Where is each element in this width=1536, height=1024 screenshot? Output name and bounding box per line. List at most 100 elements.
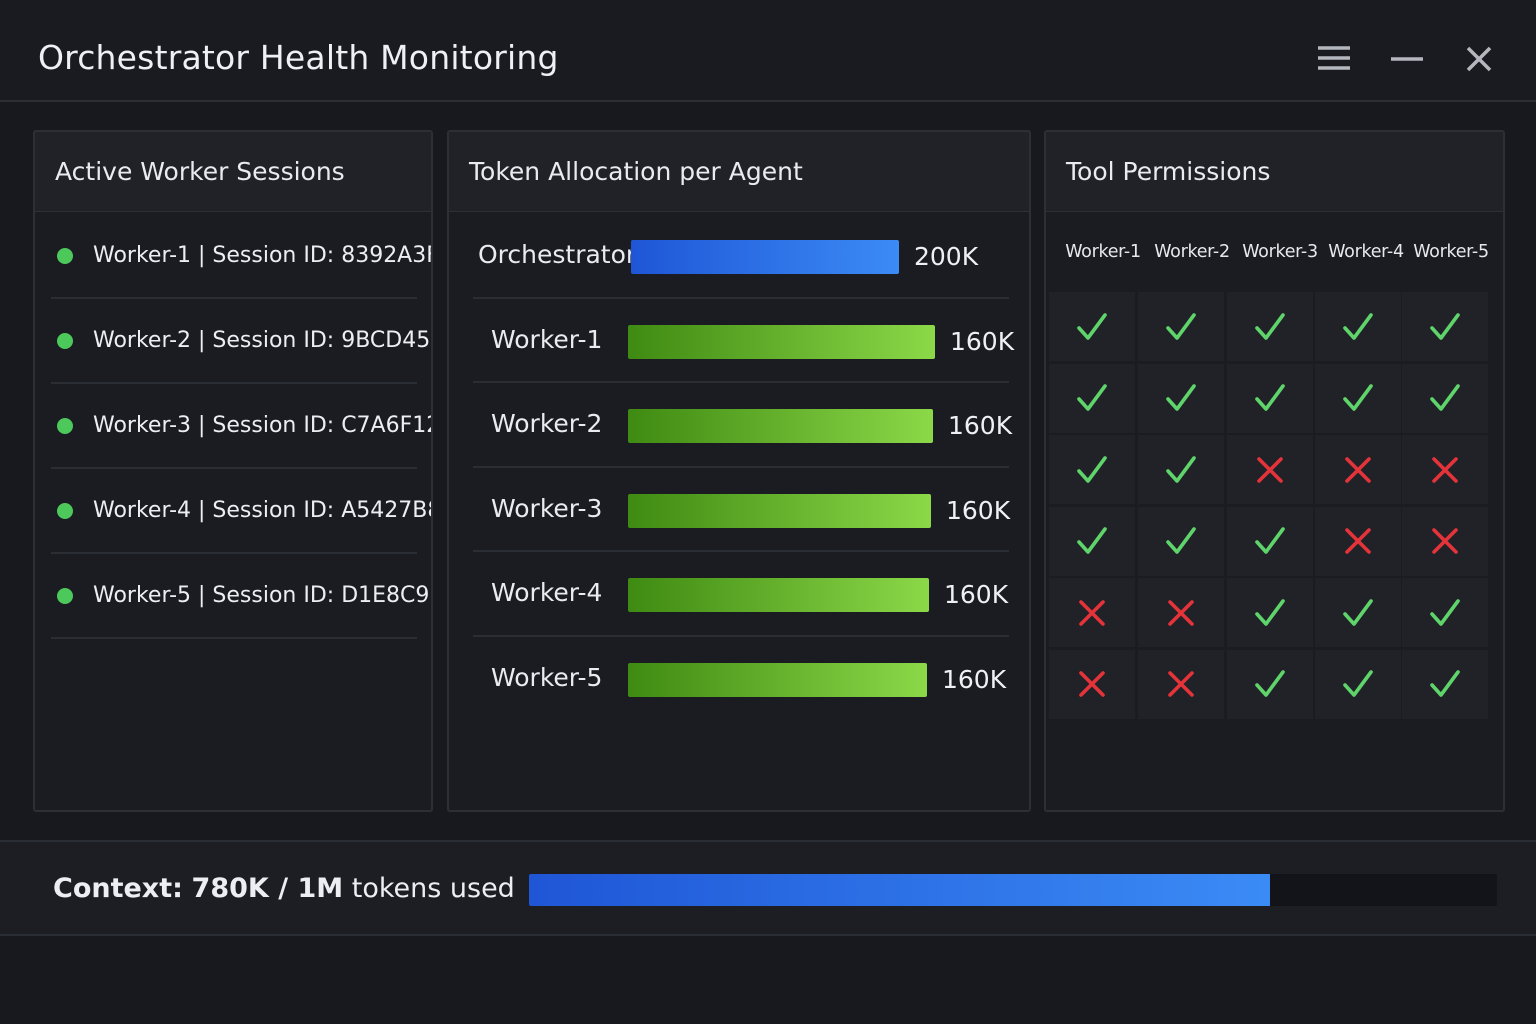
cross-icon bbox=[1079, 599, 1105, 626]
agent-name: Worker-1 bbox=[491, 324, 603, 354]
permission-cell[interactable] bbox=[1049, 435, 1135, 504]
permission-cell[interactable] bbox=[1315, 435, 1401, 504]
check-icon bbox=[1077, 455, 1107, 483]
tool-permissions-panel: Tool Permissions Worker-1 Worker-2 Worke… bbox=[1044, 130, 1505, 812]
permission-cell[interactable] bbox=[1049, 506, 1135, 576]
hamburger-menu-icon[interactable] bbox=[1312, 38, 1356, 82]
session-label: Worker-5 | Session ID: D1E8C9D bbox=[93, 583, 433, 608]
session-row[interactable]: Worker-1 | Session ID: 8392A3F bbox=[51, 214, 431, 299]
column-header: Worker-3 bbox=[1242, 242, 1318, 262]
permission-cell[interactable] bbox=[1138, 363, 1224, 433]
check-icon bbox=[1430, 670, 1460, 697]
token-list: Orchestrator 200K Worker-1 160K Worker-2… bbox=[473, 214, 1014, 722]
permission-cell[interactable] bbox=[1049, 649, 1135, 719]
token-value: 200K bbox=[914, 242, 979, 271]
context-progress-track bbox=[529, 874, 1497, 906]
session-row[interactable]: Worker-4 | Session ID: A5427B8 bbox=[51, 469, 431, 554]
token-bar bbox=[628, 578, 929, 612]
check-icon bbox=[1343, 312, 1373, 340]
token-value: 160K bbox=[942, 664, 1007, 694]
permission-cell[interactable] bbox=[1315, 506, 1401, 576]
permission-cell[interactable] bbox=[1402, 506, 1488, 576]
permissions-header: Worker-1 Worker-2 Worker-3 Worker-4 Work… bbox=[1046, 214, 1503, 292]
status-online-icon bbox=[57, 502, 73, 519]
context-used-value: 780K / 1M bbox=[191, 873, 344, 904]
agent-name: Worker-2 bbox=[491, 409, 603, 438]
close-icon[interactable] bbox=[1457, 38, 1501, 82]
permission-cell[interactable] bbox=[1227, 506, 1313, 576]
token-value: 160K bbox=[950, 326, 1015, 356]
sessions-panel-title: Active Worker Sessions bbox=[35, 132, 431, 212]
token-row: Worker-3 160K bbox=[473, 468, 1011, 552]
permission-cell[interactable] bbox=[1049, 578, 1135, 647]
check-icon bbox=[1255, 312, 1285, 340]
permission-cell[interactable] bbox=[1402, 578, 1488, 647]
check-icon bbox=[1077, 384, 1107, 411]
session-list: Worker-1 | Session ID: 8392A3F Worker-2 … bbox=[51, 214, 431, 639]
check-icon bbox=[1343, 598, 1373, 626]
title-bar: Orchestrator Health Monitoring bbox=[0, 0, 1536, 102]
permission-cell[interactable] bbox=[1138, 292, 1224, 361]
check-icon bbox=[1166, 527, 1196, 554]
permission-cell[interactable] bbox=[1402, 435, 1488, 504]
session-row[interactable]: Worker-3 | Session ID: C7A6F12 bbox=[51, 384, 431, 469]
check-icon bbox=[1255, 598, 1285, 626]
permission-cell[interactable] bbox=[1138, 435, 1224, 504]
token-bar bbox=[628, 662, 927, 697]
agent-name: Worker-3 bbox=[491, 493, 603, 523]
status-online-icon bbox=[57, 417, 73, 434]
column-header: Worker-2 bbox=[1154, 242, 1230, 262]
permission-cell[interactable] bbox=[1315, 649, 1401, 719]
tokens-panel-title: Token Allocation per Agent bbox=[449, 132, 1029, 212]
agent-name: Worker-5 bbox=[491, 662, 603, 692]
permission-cell[interactable] bbox=[1138, 506, 1224, 576]
permission-cell[interactable] bbox=[1315, 578, 1401, 647]
column-header: Worker-1 bbox=[1065, 242, 1141, 262]
token-bar bbox=[628, 324, 935, 359]
permission-cell[interactable] bbox=[1227, 435, 1313, 504]
context-suffix: tokens used bbox=[351, 873, 515, 904]
permission-cell[interactable] bbox=[1315, 292, 1401, 361]
token-row: Worker-2 160K bbox=[473, 383, 1013, 468]
permission-cell[interactable] bbox=[1227, 292, 1313, 361]
session-label: Worker-3 | Session ID: C7A6F12 bbox=[93, 413, 433, 438]
context-usage-bar: Context: 780K / 1M tokens used bbox=[0, 840, 1536, 936]
permission-cell[interactable] bbox=[1402, 649, 1488, 719]
permission-cell[interactable] bbox=[1227, 578, 1313, 647]
session-label: Worker-2 | Session ID: 9BCD45E bbox=[93, 328, 433, 353]
check-icon bbox=[1255, 384, 1285, 411]
session-label: Worker-4 | Session ID: A5427B8 bbox=[93, 498, 433, 523]
permission-cell[interactable] bbox=[1138, 578, 1224, 647]
token-row: Worker-5 160K bbox=[473, 637, 1009, 722]
permission-cell[interactable] bbox=[1402, 363, 1488, 433]
status-online-icon bbox=[57, 587, 73, 604]
agent-name: Worker-4 bbox=[491, 578, 603, 607]
permission-cell[interactable] bbox=[1049, 363, 1135, 433]
agent-name: Orchestrator bbox=[478, 240, 637, 269]
cross-icon bbox=[1432, 528, 1458, 554]
permission-cell[interactable] bbox=[1049, 292, 1135, 361]
permission-cell[interactable] bbox=[1402, 292, 1488, 361]
permission-cell[interactable] bbox=[1227, 649, 1313, 719]
token-row: Orchestrator 200K bbox=[473, 214, 1009, 299]
permissions-panel-title: Tool Permissions bbox=[1046, 132, 1503, 212]
check-icon bbox=[1430, 598, 1460, 626]
permission-cell[interactable] bbox=[1138, 649, 1224, 719]
status-online-icon bbox=[57, 247, 73, 264]
session-row[interactable]: Worker-5 | Session ID: D1E8C9D bbox=[51, 554, 431, 639]
token-row: Worker-4 160K bbox=[473, 552, 1009, 637]
session-row[interactable]: Worker-2 | Session ID: 9BCD45E bbox=[51, 299, 431, 384]
check-icon bbox=[1343, 384, 1373, 411]
check-icon bbox=[1166, 312, 1196, 340]
check-icon bbox=[1343, 670, 1373, 697]
minimize-icon[interactable] bbox=[1385, 38, 1429, 82]
token-value: 160K bbox=[946, 495, 1011, 525]
token-value: 160K bbox=[948, 411, 1013, 440]
permission-cell[interactable] bbox=[1227, 363, 1313, 433]
token-allocation-panel: Token Allocation per Agent Orchestrator … bbox=[447, 130, 1031, 812]
cross-icon bbox=[1257, 456, 1283, 483]
cross-icon bbox=[1168, 599, 1194, 626]
context-progress-fill bbox=[529, 874, 1270, 906]
cross-icon bbox=[1168, 671, 1194, 697]
permission-cell[interactable] bbox=[1315, 363, 1401, 433]
